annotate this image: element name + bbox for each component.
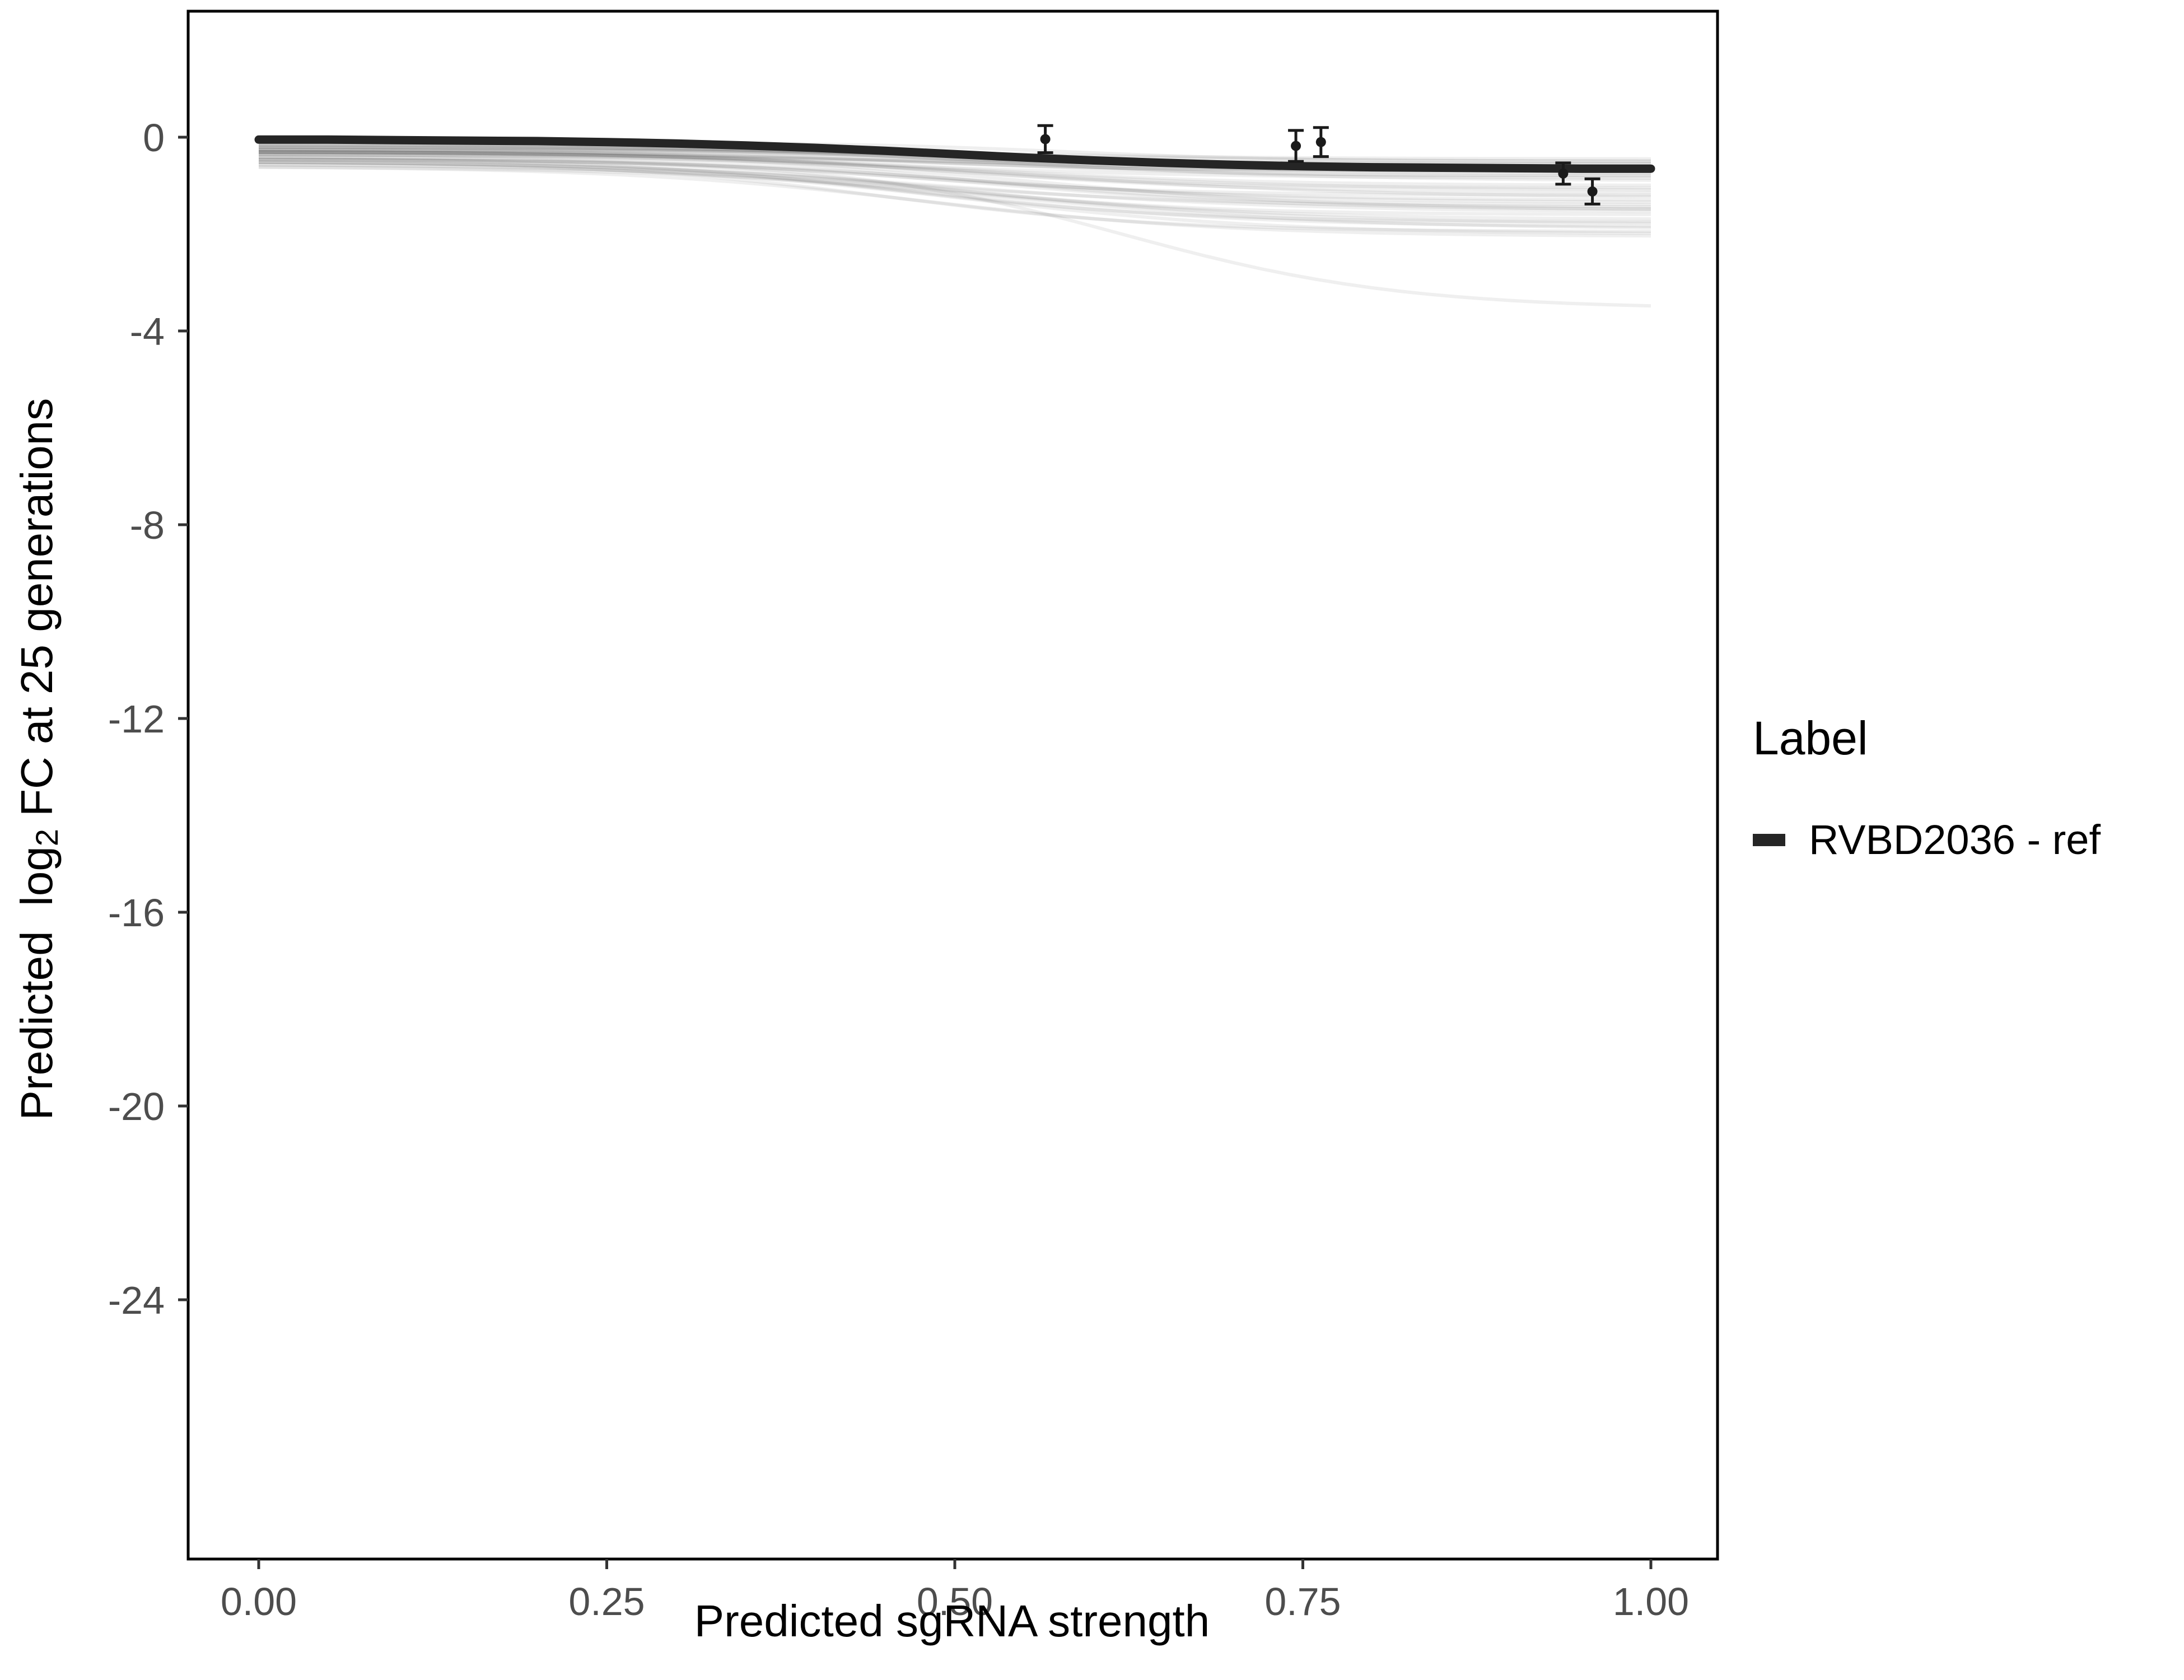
error-bar-point (1587, 186, 1598, 197)
legend-line-marker (1753, 833, 1785, 846)
posterior-curve (258, 148, 1651, 190)
y-tick-label: -12 (108, 697, 165, 741)
y-axis-title: Predicted log2 FC at 25 generations (0, 398, 116, 1170)
x-tick-label: 0.00 (221, 1580, 297, 1623)
y-tick-label: 0 (143, 116, 165, 160)
reference-curve (254, 135, 1655, 173)
legend: Label RVBD2036 - ref (1753, 711, 2101, 864)
posterior-curve (258, 146, 1651, 175)
y-tick-label: -8 (130, 503, 165, 547)
posterior-curve (258, 163, 1651, 225)
posterior-curve (258, 157, 1651, 308)
posterior-curve (258, 150, 1651, 194)
y-axis-title-text: Predicted log (12, 846, 62, 1121)
posterior-curve (258, 157, 1651, 211)
legend-entry-label: RVBD2036 - ref (1809, 816, 2101, 863)
error-bar-point (1040, 134, 1051, 144)
y-tick-label: -16 (108, 891, 165, 935)
posterior-curve (258, 156, 1651, 209)
error-bar-point (1291, 141, 1301, 151)
posterior-curve (258, 165, 1651, 230)
posterior-curve (258, 155, 1651, 197)
y-axis-title-subscript: 2 (29, 829, 64, 847)
posterior-curve (258, 153, 1651, 192)
posterior-curve (258, 153, 1651, 202)
posterior-curve (258, 155, 1651, 216)
x-tick-label: 1.00 (1613, 1580, 1689, 1623)
y-tick-label: -24 (108, 1278, 165, 1322)
posterior-curve (258, 150, 1651, 178)
error-bar-point (1558, 168, 1569, 179)
posterior-curve (258, 150, 1651, 187)
posterior-curve (258, 160, 1651, 234)
posterior-curve (258, 150, 1651, 207)
posterior-curve (258, 150, 1651, 198)
posterior-curve (258, 165, 1651, 238)
posterior-curve (258, 152, 1651, 211)
x-axis-title: Predicted sgRNA strength (694, 1596, 1210, 1646)
posterior-curve (258, 160, 1651, 213)
x-tick-label: 0.50 (917, 1580, 993, 1623)
legend-title: Label (1753, 712, 1868, 764)
posterior-curve (258, 160, 1651, 221)
error-bar-point (1315, 137, 1326, 147)
posterior-curve (258, 158, 1651, 223)
posterior-curve (258, 162, 1651, 235)
posterior-curve (258, 157, 1651, 204)
x-tick-label: 0.75 (1264, 1580, 1341, 1623)
posterior-curve (258, 145, 1651, 182)
x-tick-label: 0.25 (568, 1580, 645, 1623)
posterior-curve (258, 142, 1651, 178)
y-axis-title-text-suffix: FC at 25 generations (12, 398, 62, 829)
y-tick-label: -4 (130, 310, 165, 353)
legend-entry: RVBD2036 - ref (1753, 816, 2101, 864)
posterior-curve (258, 150, 1651, 180)
y-tick-label: -20 (108, 1085, 165, 1128)
panel-border (186, 10, 1719, 1561)
posterior-curve (258, 160, 1651, 228)
